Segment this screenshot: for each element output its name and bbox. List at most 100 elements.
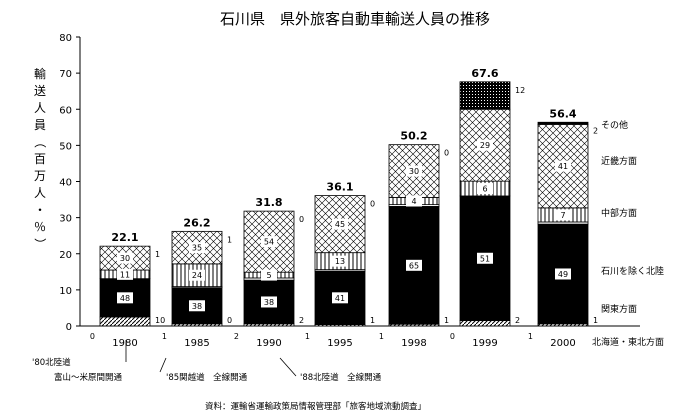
segment-value-label: 0 bbox=[90, 332, 95, 341]
annotations: '80北陸道 富山〜米原間開通 '85関越道 全線開通 '88北陸道 全線開通 bbox=[32, 340, 382, 383]
note-1980-line2: 富山〜米原間開通 bbox=[54, 372, 123, 383]
segment-value-label: 41 bbox=[558, 162, 568, 171]
note-1985-leader bbox=[159, 357, 167, 373]
seg-label-bg bbox=[406, 259, 422, 271]
segment-value-label: 1 bbox=[227, 235, 232, 244]
chart-title: 石川県 県外旅客自動車輸送人員の推移 bbox=[220, 10, 490, 28]
segment-value-label: 5 bbox=[266, 271, 271, 280]
y-label-char: 人 bbox=[34, 101, 46, 115]
y-axis-label: 輸送人員（百万人・％） bbox=[33, 66, 47, 250]
legend-item: 関東方面 bbox=[601, 303, 637, 315]
total-label-1999: 67.6 bbox=[471, 67, 498, 80]
segment-value-label: 2 bbox=[515, 316, 520, 325]
segment-value-label: 7 bbox=[560, 211, 565, 220]
seg-label-bg bbox=[261, 296, 277, 308]
legend-item: その他 bbox=[601, 119, 628, 131]
seg-label-bg bbox=[117, 252, 133, 264]
segment-value-label: 13 bbox=[335, 257, 345, 266]
legend-item: 北海道・東北方面 bbox=[592, 336, 664, 348]
note-1985: '85関越道 全線開通 bbox=[166, 372, 248, 383]
segment-value-label: 24 bbox=[192, 271, 202, 280]
segment-value-label: 1 bbox=[528, 332, 533, 341]
total-label-1985: 26.2 bbox=[183, 216, 210, 229]
bars bbox=[99, 81, 589, 327]
x-tick-label: 1999 bbox=[472, 338, 497, 349]
segment-value-label: 48 bbox=[120, 294, 130, 303]
seg-label-bg bbox=[117, 268, 133, 280]
seg-label-bg bbox=[261, 236, 277, 248]
segment-value-label: 0 bbox=[370, 200, 375, 209]
seg-label-bg bbox=[261, 269, 277, 281]
segment-value-label: 41 bbox=[335, 294, 345, 303]
segment-value-label: 0 bbox=[444, 149, 449, 158]
x-tick-label: 1985 bbox=[184, 338, 209, 349]
y-label-char: 人 bbox=[34, 186, 46, 200]
y-label-char: 万 bbox=[34, 169, 46, 183]
bar-segment-1999-0 bbox=[459, 320, 511, 327]
segment-value-label: 0 bbox=[450, 332, 455, 341]
segment-value-label: 2 bbox=[593, 126, 598, 135]
y-label-char: 員 bbox=[34, 118, 46, 132]
total-label-1990: 31.8 bbox=[255, 196, 282, 209]
segment-value-label: 2 bbox=[234, 332, 239, 341]
segment-value-label: 4 bbox=[411, 197, 416, 206]
y-label-char: ％ bbox=[34, 220, 46, 234]
y-label-char: （ bbox=[33, 136, 47, 148]
seg-label-bg bbox=[332, 218, 348, 230]
x-tick-label: 1980 bbox=[112, 338, 137, 349]
total-label-1995: 36.1 bbox=[326, 181, 353, 194]
segment-value-label: 51 bbox=[480, 254, 490, 263]
x-tick-label: 2000 bbox=[550, 338, 575, 349]
seg-label-bg bbox=[332, 292, 348, 304]
legend-item: 中部方面 bbox=[601, 207, 637, 219]
total-label-1998: 50.2 bbox=[400, 130, 427, 143]
note-1988-leader bbox=[279, 357, 297, 377]
segment-value-label: 30 bbox=[120, 254, 130, 263]
segment-value-label: 0 bbox=[227, 316, 232, 325]
y-tick-label: 0 bbox=[66, 322, 72, 333]
segment-value-label: 11 bbox=[120, 270, 130, 279]
x-tick-label: 1990 bbox=[256, 338, 281, 349]
note-1980-line1: '80北陸道 bbox=[32, 357, 71, 368]
legend-item: 石川を除く北陸 bbox=[601, 265, 664, 277]
y-tick-label: 80 bbox=[59, 33, 72, 44]
bar-segment-1980-0 bbox=[99, 316, 151, 327]
y-label-char: 送 bbox=[34, 83, 46, 98]
seg-label-bg bbox=[477, 252, 493, 264]
seg-label-bg bbox=[117, 292, 133, 304]
segment-value-label: 38 bbox=[192, 302, 202, 311]
segment-value-label: 1 bbox=[162, 332, 167, 341]
segment-value-label: 1 bbox=[444, 316, 449, 325]
x-tick-label: 1995 bbox=[327, 338, 352, 349]
y-tick-label: 50 bbox=[59, 141, 72, 152]
seg-label-bg bbox=[406, 195, 422, 207]
segment-value-label: 2 bbox=[299, 316, 304, 325]
y-tick-label: 10 bbox=[59, 286, 72, 297]
seg-label-bg bbox=[555, 268, 571, 280]
seg-label-bg bbox=[189, 300, 205, 312]
segment-value-label: 35 bbox=[192, 244, 202, 253]
bar-segment-1999-5 bbox=[459, 81, 511, 110]
y-label-char: 百 bbox=[34, 152, 46, 166]
seg-label-bg bbox=[555, 209, 571, 221]
segment-value-label: 1 bbox=[379, 332, 384, 341]
segment-value-label: 6 bbox=[482, 185, 487, 194]
y-tick-label: 20 bbox=[59, 250, 72, 261]
y-tick-label: 30 bbox=[59, 214, 72, 225]
y-label-char: 輸 bbox=[34, 66, 46, 81]
source-note: 資料：運輸省運輸政策局情報管理部「旅客地域流動調査」 bbox=[205, 401, 426, 412]
total-label-2000: 56.4 bbox=[549, 107, 576, 120]
segment-value-label: 38 bbox=[264, 298, 274, 307]
seg-label-bg bbox=[406, 165, 422, 177]
x-tick-label: 1998 bbox=[401, 338, 426, 349]
seg-label-bg bbox=[189, 269, 205, 281]
segment-value-label: 0 bbox=[299, 215, 304, 224]
seg-label-bg bbox=[555, 160, 571, 172]
y-label-char: ・ bbox=[34, 203, 46, 217]
segment-value-label: 10 bbox=[155, 316, 165, 325]
y-tick-label: 60 bbox=[59, 105, 72, 116]
note-1988: '88北陸道 全線開通 bbox=[300, 372, 382, 383]
